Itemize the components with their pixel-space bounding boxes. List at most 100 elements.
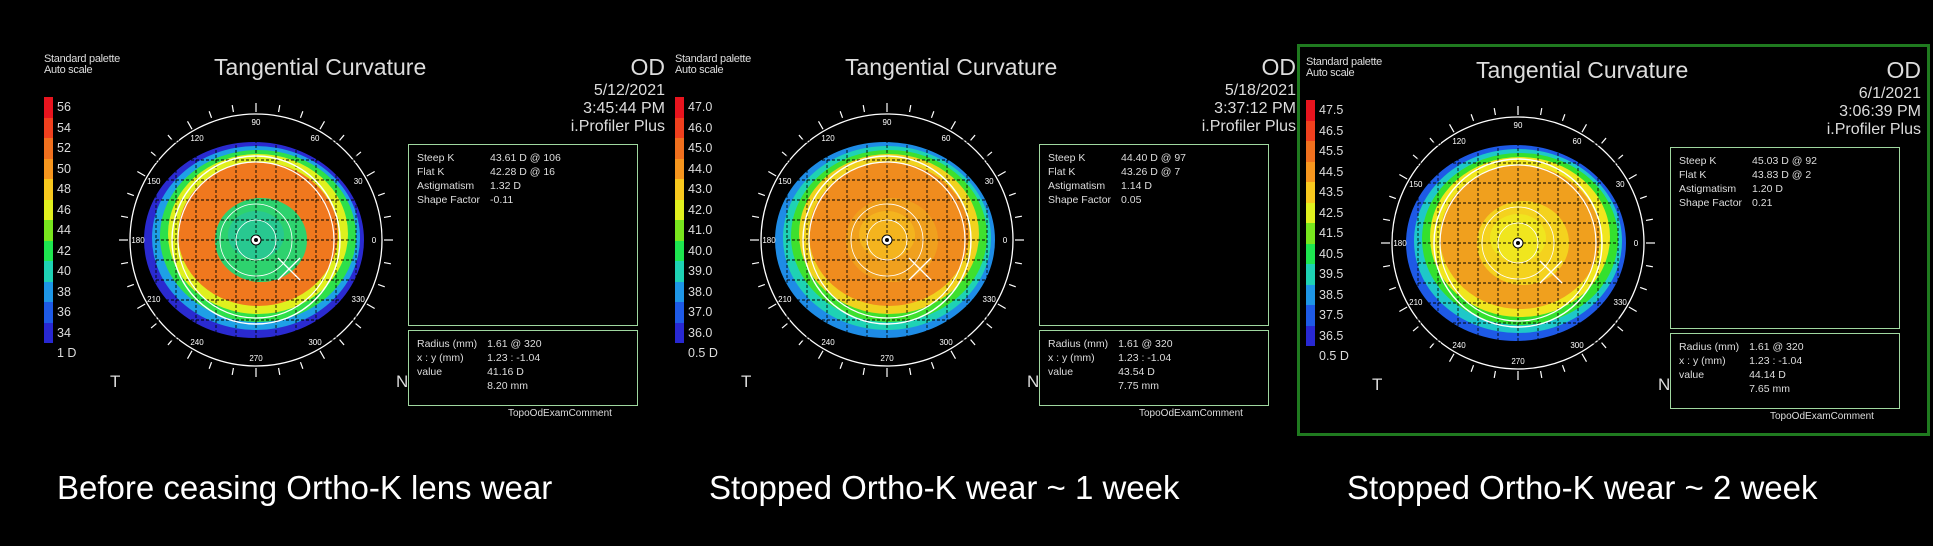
polar-tick: [137, 303, 146, 310]
scale-swatch: [44, 158, 53, 179]
scale-value: 37.0: [688, 305, 713, 320]
scale-row: 47.0: [675, 97, 718, 118]
scale-row: 38: [44, 281, 76, 302]
scale-row: 42.0: [675, 199, 718, 220]
polar-tick: [781, 323, 788, 329]
scale-value: 41.5: [1319, 226, 1344, 241]
scale-swatch: [1306, 346, 1315, 367]
topography-panel-3[interactable]: Standard palette Auto scale Tangential Cur…: [1297, 44, 1930, 436]
device-name: i.Profiler Plus: [570, 118, 665, 135]
polar-tick: [930, 361, 935, 369]
polar-tick: [1382, 264, 1391, 268]
apex-marker: [885, 238, 889, 242]
polar-tick: [1539, 370, 1543, 379]
polar-tick: [758, 283, 766, 288]
polar-tick: [768, 303, 777, 310]
polar-tick: [299, 361, 304, 369]
scale-value: 46.0: [688, 120, 713, 135]
exam-meta: 5/18/2021 3:37:12 PM i.Profiler Plus: [1202, 82, 1296, 136]
scale-swatch: [1306, 100, 1315, 121]
scale-value: 45.0: [688, 141, 713, 156]
axis-angle-label: 240: [190, 338, 204, 347]
scale-value: 39.0: [688, 264, 713, 279]
scale-value: 50: [57, 161, 71, 176]
polar-tick: [997, 303, 1006, 310]
ring-circle: [219, 203, 293, 277]
axis-angle-label: 240: [1452, 341, 1466, 350]
polar-tick: [366, 170, 375, 177]
scale-swatch: [1306, 161, 1315, 182]
scale-value: 38: [57, 284, 71, 299]
axis-angle-label: 60: [311, 134, 320, 143]
scale-swatch: [675, 220, 684, 241]
scale-value: 34: [57, 325, 71, 340]
xy-value: 1.23 : -1.04: [487, 352, 541, 364]
scale-value: 47.0: [688, 100, 713, 115]
polar-tick: [1470, 364, 1475, 372]
polar-tick: [383, 215, 392, 219]
scale-value: 56: [57, 100, 71, 115]
polar-tick: [798, 134, 804, 141]
polar-tick: [1561, 364, 1566, 372]
ring-circle: [171, 155, 341, 325]
eye-label: OD: [1261, 54, 1297, 80]
polar-tick: [1628, 173, 1637, 180]
polar-tick: [1645, 264, 1654, 268]
scale-row: 50: [44, 158, 76, 179]
axis-angle-label: 300: [308, 338, 322, 347]
scale-swatch: [675, 302, 684, 323]
polar-tick: [1008, 283, 1016, 288]
polar-tick: [751, 215, 760, 219]
scale-swatch: [1306, 120, 1315, 141]
ring-circle: [866, 219, 908, 261]
topography-panel-1[interactable]: Standard palette Auto scale Tangential Cur…: [38, 44, 671, 436]
scale-value: 40: [57, 264, 71, 279]
keratometry-box: Steep K 45.03 D @ 92 Flat K 43.83 D @ 2 Asti…: [1670, 147, 1900, 329]
scale-swatch: [675, 179, 684, 200]
polar-tick: [986, 323, 993, 329]
flat-k-value: 42.28 D @ 16: [490, 166, 555, 178]
polar-tick: [1639, 286, 1647, 291]
polar-tick: [208, 361, 213, 369]
scale-value: 44.0: [688, 161, 713, 176]
axis-angle-label: 180: [1393, 239, 1407, 248]
scale-row: 54: [44, 117, 76, 138]
polar-tick: [986, 151, 993, 157]
polar-tick: [1617, 326, 1624, 332]
exam-date: 6/1/2021: [1858, 85, 1921, 102]
polar-tick: [186, 350, 193, 359]
polar-tick: [1014, 261, 1023, 265]
scale-swatch: [1306, 223, 1315, 244]
polar-tick: [299, 111, 304, 119]
scale-swatch: [675, 138, 684, 159]
axis-angle-label: 330: [352, 295, 366, 304]
polar-tick: [970, 339, 976, 346]
temporal-label: T: [741, 372, 752, 391]
palette-label: Standard palette Auto scale: [44, 53, 120, 76]
ring-circle: [808, 161, 966, 319]
scale-swatch: [44, 281, 53, 302]
scale-row: 39.0: [675, 261, 718, 282]
scale-swatch: [1306, 182, 1315, 203]
point-readout-box: Radius (mm) 1.61 @ 320 x : y (mm) 1.23 : -1…: [408, 330, 638, 406]
polar-tick: [127, 192, 135, 197]
scale-row: 39.5: [1306, 264, 1349, 285]
polar-tick: [167, 339, 173, 346]
scale-row: 52: [44, 138, 76, 159]
scale-value: 0.5 D: [688, 346, 718, 361]
scale-swatch: [1306, 202, 1315, 223]
caption-1: Before ceasing Ortho-K lens wear: [57, 469, 553, 506]
scale-swatch: [44, 343, 53, 364]
steep-k-value: 44.40 D @ 97: [1121, 152, 1186, 164]
axis-angle-label: 270: [880, 354, 894, 363]
exam-time: 3:06:39 PM: [1839, 103, 1921, 120]
scale-row: 43.5: [1306, 182, 1349, 203]
topography-panel-2[interactable]: Standard palette Auto scale Tangential Cur…: [669, 44, 1302, 436]
scale-value: 40.0: [688, 243, 713, 258]
scale-row: 0.5 D: [1306, 346, 1349, 367]
polar-tick: [1645, 218, 1654, 222]
axis-angle-label: 210: [778, 295, 792, 304]
